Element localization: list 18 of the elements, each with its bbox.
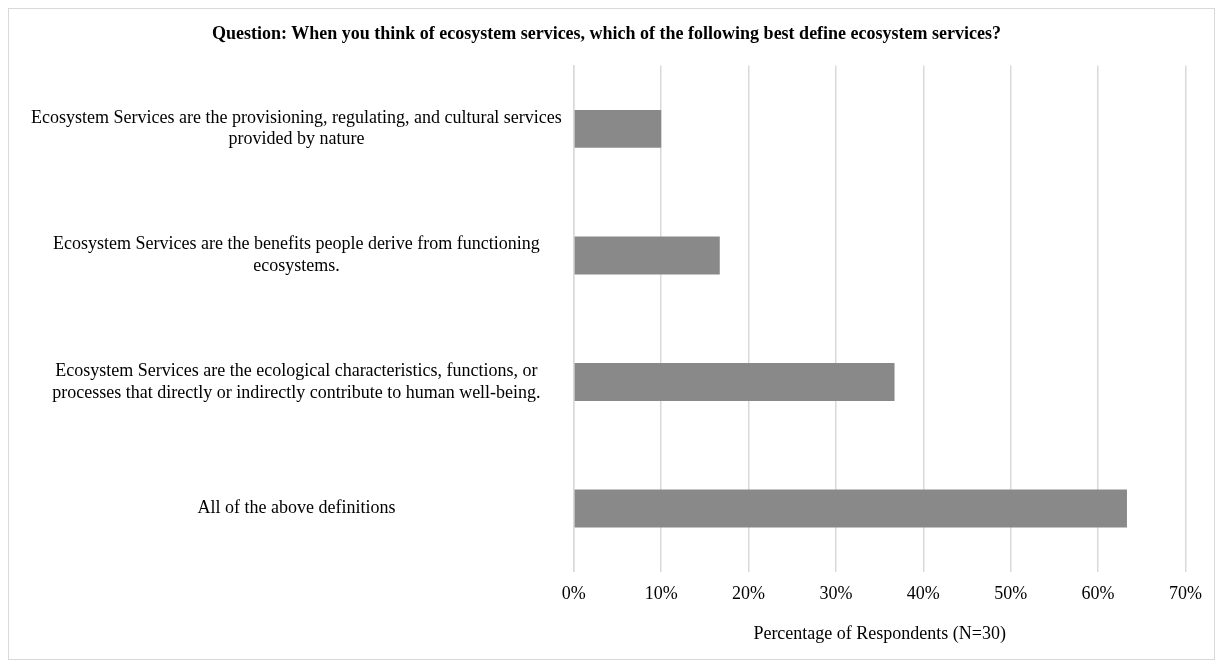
x-axis-title: Percentage of Respondents (N=30) [753,622,1006,644]
x-tick-label: 70% [1169,583,1202,604]
y-tick-label: All of the above definitions [197,497,396,518]
x-tick-label: 40% [906,583,940,604]
y-tick-label: Ecosystem Services are the provisioning, regulating, and cultural services provided by nature [31,106,562,149]
x-tick-label: 10% [644,583,678,604]
x-tick-label: 50% [994,583,1028,604]
chart-title: Question: When you think of ecosystem services, which of the following best define ecosystem services? [211,23,1002,44]
x-tick-label: 0% [561,583,586,604]
x-tick-label: 20% [732,583,766,604]
bar [574,362,895,401]
y-tick-label: Ecosystem Services are the ecological characteristics, functions, or processes that directly or indirectly contribute to human well-being. [52,359,541,402]
bar [574,489,1127,528]
x-tick-label: 30% [819,583,853,604]
bar [574,236,720,275]
y-tick-label: Ecosystem Services are the benefits people derive from functioning ecosystems. [53,233,540,275]
x-tick-label: 60% [1081,583,1115,604]
bar [574,109,662,148]
